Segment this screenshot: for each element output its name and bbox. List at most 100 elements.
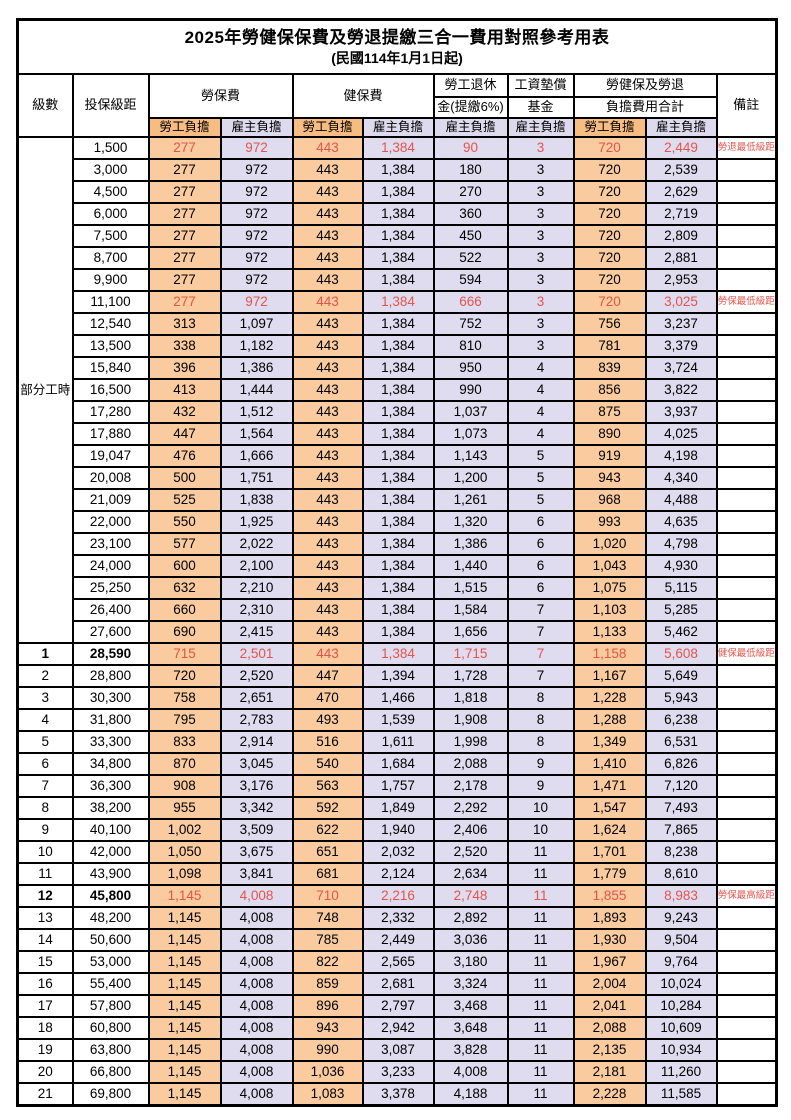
cell-total_er: 6,238 bbox=[644, 708, 718, 732]
cell-wage_er: 11 bbox=[506, 1060, 575, 1084]
cell-labor_er: 4,008 bbox=[219, 994, 294, 1018]
cell-total_emp: 1,893 bbox=[572, 906, 647, 930]
cell-pension_er: 3,468 bbox=[432, 994, 509, 1018]
cell-bracket: 11,100 bbox=[71, 290, 150, 314]
cell-labor_er: 3,342 bbox=[219, 796, 294, 820]
cell-health_emp: 622 bbox=[291, 818, 364, 842]
cell-total_er: 9,243 bbox=[644, 906, 718, 930]
cell-labor_er: 3,045 bbox=[219, 752, 294, 776]
cell-wage_er: 11 bbox=[506, 950, 575, 974]
cell-health_emp: 443 bbox=[291, 224, 364, 248]
cell-pension_er: 1,320 bbox=[432, 510, 509, 534]
cell-pension_er: 1,908 bbox=[432, 708, 509, 732]
cell-total_emp: 1,288 bbox=[572, 708, 647, 732]
table-row: 14 50,600 1,145 4,008 785 2,449 3,036 11 1,930 9,… bbox=[16, 928, 778, 952]
cell-labor_emp: 500 bbox=[147, 466, 222, 490]
cell-total_er: 6,531 bbox=[644, 730, 718, 754]
cell-total_emp: 720 bbox=[572, 158, 647, 182]
cell-labor_emp: 277 bbox=[147, 136, 222, 160]
cell-pension_er: 2,292 bbox=[432, 796, 509, 820]
cell-total_er: 2,809 bbox=[644, 224, 718, 248]
cell-labor_er: 972 bbox=[219, 224, 294, 248]
col-header-total-line2: 負擔費用合計 bbox=[572, 96, 718, 119]
cell-bracket: 23,100 bbox=[71, 532, 150, 556]
table-row: 17 57,800 1,145 4,008 896 2,797 3,468 11 2,041 10… bbox=[16, 994, 778, 1018]
cell-labor_emp: 715 bbox=[147, 642, 222, 666]
cell-pension_er: 1,073 bbox=[432, 422, 509, 446]
cell-total_emp: 1,103 bbox=[572, 598, 647, 622]
cell-health_emp: 443 bbox=[291, 400, 364, 424]
subheader-labor-employer: 雇主負擔 bbox=[219, 117, 294, 138]
cell-health_er: 2,565 bbox=[361, 950, 435, 974]
cell-total_emp: 2,041 bbox=[572, 994, 647, 1018]
cell-total_er: 11,585 bbox=[644, 1082, 718, 1107]
cell-labor_er: 1,751 bbox=[219, 466, 294, 490]
cell-health_emp: 859 bbox=[291, 972, 364, 996]
cell-health_emp: 443 bbox=[291, 246, 364, 270]
cell-labor_er: 4,008 bbox=[219, 972, 294, 996]
cell-pension_er: 2,748 bbox=[432, 884, 509, 908]
cell-remark bbox=[715, 246, 778, 270]
cell-bracket: 25,250 bbox=[71, 576, 150, 600]
table-body: 部分工時 1,500 277 972 443 1,384 90 3 720 2,449 勞退最低級距… bbox=[16, 136, 778, 1107]
cell-total_emp: 1,471 bbox=[572, 774, 647, 798]
level-cell: 21 bbox=[16, 1082, 74, 1107]
cell-bracket: 48,200 bbox=[71, 906, 150, 930]
cell-wage_er: 11 bbox=[506, 884, 575, 908]
cell-remark bbox=[715, 224, 778, 248]
table-row: 27,600 690 2,415 443 1,384 1,656 7 1,133 5,462 bbox=[18, 620, 778, 644]
table-row: 5 33,300 833 2,914 516 1,611 1,998 8 1,349 6,531 bbox=[16, 730, 778, 754]
cell-pension_er: 594 bbox=[432, 268, 509, 292]
cell-labor_er: 1,838 bbox=[219, 488, 294, 512]
cell-labor_emp: 600 bbox=[147, 554, 222, 578]
cell-health_er: 1,384 bbox=[361, 554, 435, 578]
cell-labor_emp: 277 bbox=[147, 290, 222, 314]
cell-bracket: 21,009 bbox=[71, 488, 150, 512]
cell-health_er: 1,384 bbox=[361, 466, 435, 490]
table-row: 26,400 660 2,310 443 1,384 1,584 7 1,103 5,285 bbox=[18, 598, 778, 622]
cell-labor_er: 1,444 bbox=[219, 378, 294, 402]
cell-labor_emp: 277 bbox=[147, 268, 222, 292]
cell-wage_er: 11 bbox=[506, 1082, 575, 1107]
cell-total_er: 2,719 bbox=[644, 202, 718, 226]
cell-labor_emp: 277 bbox=[147, 224, 222, 248]
cell-labor_emp: 795 bbox=[147, 708, 222, 732]
cell-health_er: 1,384 bbox=[361, 158, 435, 182]
cell-health_er: 2,332 bbox=[361, 906, 435, 930]
cell-bracket: 8,700 bbox=[71, 246, 150, 270]
cell-labor_er: 3,841 bbox=[219, 862, 294, 886]
table-row: 6 34,800 870 3,045 540 1,684 2,088 9 1,410 6,826 bbox=[16, 752, 778, 776]
cell-health_emp: 1,083 bbox=[291, 1082, 364, 1107]
cell-total_emp: 919 bbox=[572, 444, 647, 468]
cell-pension_er: 1,715 bbox=[432, 642, 509, 666]
cell-health_er: 1,384 bbox=[361, 598, 435, 622]
cell-wage_er: 3 bbox=[506, 180, 575, 204]
table-row: 15 53,000 1,145 4,008 822 2,565 3,180 11 1,967 9,… bbox=[16, 950, 778, 974]
table-row: 22,000 550 1,925 443 1,384 1,320 6 993 4,635 bbox=[18, 510, 778, 534]
cell-total_er: 8,238 bbox=[644, 840, 718, 864]
cell-total_emp: 720 bbox=[572, 136, 647, 160]
cell-pension_er: 3,828 bbox=[432, 1038, 509, 1062]
cell-labor_er: 3,509 bbox=[219, 818, 294, 842]
cell-health_emp: 443 bbox=[291, 136, 364, 160]
cell-health_er: 1,384 bbox=[361, 180, 435, 204]
title-row: 2025年勞健保保費及勞退提繳三合一費用對照參考用表 (民國114年1月1日起) bbox=[16, 18, 778, 75]
cell-pension_er: 2,088 bbox=[432, 752, 509, 776]
cell-health_emp: 651 bbox=[291, 840, 364, 864]
cell-labor_emp: 1,145 bbox=[147, 1060, 222, 1084]
level-cell: 7 bbox=[16, 774, 74, 798]
cell-total_er: 3,025 bbox=[644, 290, 718, 314]
cell-health_emp: 443 bbox=[291, 378, 364, 402]
cell-total_er: 7,865 bbox=[644, 818, 718, 842]
cell-total_emp: 856 bbox=[572, 378, 647, 402]
cell-wage_er: 8 bbox=[506, 708, 575, 732]
cell-wage_er: 5 bbox=[506, 466, 575, 490]
table-row: 16 55,400 1,145 4,008 859 2,681 3,324 11 2,004 10… bbox=[16, 972, 778, 996]
cell-total_er: 4,635 bbox=[644, 510, 718, 534]
cell-pension_er: 1,200 bbox=[432, 466, 509, 490]
cell-health_emp: 443 bbox=[291, 158, 364, 182]
cell-total_er: 9,764 bbox=[644, 950, 718, 974]
cell-bracket: 36,300 bbox=[71, 774, 150, 798]
subheader-health-employer: 雇主負擔 bbox=[361, 117, 435, 138]
cell-remark bbox=[715, 1060, 778, 1084]
